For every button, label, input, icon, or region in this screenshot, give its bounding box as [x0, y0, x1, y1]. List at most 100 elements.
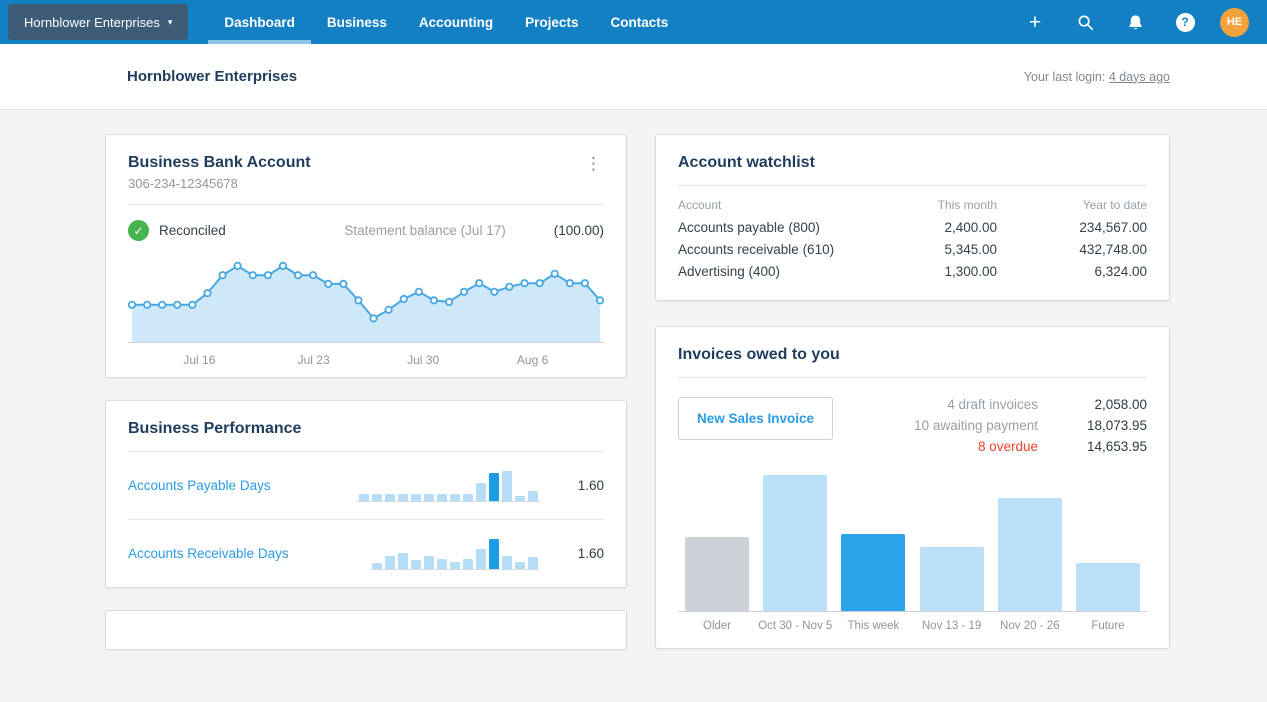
mini-bar: [398, 493, 408, 501]
watchlist-row-this-month: 2,400.00: [944, 220, 997, 235]
help-icon: ?: [1175, 12, 1195, 32]
watchlist-row-year-to-date: 432,748.00: [1079, 242, 1147, 257]
bar-column: [1069, 472, 1147, 611]
mini-bar: [372, 493, 382, 501]
bar-chart-labels: Older Oct 30 - Nov 5 This week Nov 13 - 19 N…: [678, 620, 1147, 632]
bank-account-title: Business Bank Account: [128, 154, 311, 171]
divider: [678, 185, 1147, 186]
column-header-this-month: This month: [937, 198, 997, 212]
reconciled-row: ✓ Reconciled Statement balance (Jul 17) …: [106, 205, 626, 251]
business-performance-header: Business Performance: [106, 401, 626, 451]
page-header: Hornblower Enterprises Your last login: …: [0, 44, 1267, 110]
accounts-payable-days-link[interactable]: Accounts Payable Days: [128, 478, 271, 493]
last-login-link[interactable]: 4 days ago: [1108, 69, 1170, 84]
help-button[interactable]: ?: [1160, 0, 1210, 44]
nav-item-dashboard[interactable]: Dashboard: [208, 0, 311, 44]
mini-bar: [359, 493, 369, 501]
last-login: Your last login: 4 days ago: [1024, 70, 1170, 84]
add-button[interactable]: +: [1010, 0, 1060, 44]
bar-chart-bars: [678, 472, 1147, 612]
divider: [128, 451, 604, 452]
mini-bar: [437, 558, 447, 569]
last-login-label: Your last login:: [1023, 69, 1106, 84]
bar: [919, 547, 984, 611]
statement-balance-value: (100.00): [553, 223, 604, 238]
mini-bar: [515, 562, 525, 569]
x-axis-label: Nov 20 - 26: [1000, 620, 1060, 632]
nav-item-projects[interactable]: Projects: [525, 14, 579, 30]
bar-column: [678, 472, 756, 611]
accounts-receivable-days-value: 1.60: [577, 546, 604, 561]
invoices-owed-header: Invoices owed to you: [656, 327, 1169, 377]
mini-bar: [398, 552, 408, 569]
x-axis-label: Jul 30: [407, 353, 440, 367]
account-watchlist-card: Account watchlist Account This month Yea…: [655, 134, 1170, 301]
avatar[interactable]: HE: [1220, 7, 1249, 37]
invoices-owed-card: Invoices owed to you New Sales Invoice 4…: [655, 326, 1170, 649]
mini-bar: [411, 559, 421, 569]
kebab-menu-icon[interactable]: ⋮: [577, 151, 610, 176]
mini-bar: [489, 539, 499, 569]
mini-bar: [372, 562, 382, 569]
x-axis-label: Nov 13 - 19: [921, 620, 982, 632]
top-navigation: Hornblower Enterprises ▾ Dashboard Busin…: [0, 0, 1267, 44]
bar-column: [913, 472, 991, 611]
mini-bar: [515, 495, 525, 501]
divider: [128, 519, 604, 520]
nav-item-accounting[interactable]: Accounting: [418, 14, 494, 30]
mini-bar: [502, 471, 512, 501]
watchlist-table: Account This month Year to date Accounts…: [656, 186, 1169, 300]
bank-balance-chart-labels: Jul 16 Jul 23 Jul 30 Aug 6: [128, 343, 604, 377]
bell-icon: [1128, 14, 1142, 29]
mini-bar: [385, 493, 395, 501]
business-performance-title: Business Performance: [128, 420, 302, 437]
watchlist-row-year-to-date: 234,567.00: [1079, 220, 1147, 235]
plus-icon: +: [1028, 10, 1042, 34]
mini-bar: [463, 559, 473, 569]
primary-nav: Dashboard Business Accounting Projects C…: [208, 0, 684, 44]
column-header-account: Account: [678, 198, 722, 212]
bank-balance-chart: [128, 257, 604, 343]
invoices-owed-title: Invoices owed to you: [678, 346, 840, 363]
mini-bar: [385, 555, 395, 569]
performance-row-payable: Accounts Payable Days 1.60: [106, 452, 626, 519]
mini-bar: [489, 472, 499, 501]
org-selector[interactable]: Hornblower Enterprises ▾: [8, 4, 189, 40]
bar-column: [756, 472, 834, 611]
invoices-bar-chart: Older Oct 30 - Nov 5 This week Nov 13 - 19 N…: [656, 460, 1169, 648]
statement-balance-label: Statement balance (Jul 17): [344, 223, 506, 238]
x-axis-label: Jul 16: [183, 353, 216, 367]
watchlist-row-account: Accounts payable (800): [678, 220, 820, 235]
search-icon: [1078, 15, 1093, 30]
bank-account-number: 306-234-12345678: [128, 176, 238, 191]
nav-item-contacts[interactable]: Contacts: [610, 14, 669, 30]
nav-item-business[interactable]: Business: [326, 14, 387, 30]
watchlist-row-year-to-date: 6,324.00: [1094, 264, 1147, 279]
check-circle-icon: ✓: [128, 220, 149, 241]
org-selector-label: Hornblower Enterprises: [24, 14, 160, 30]
awaiting-payment-label: 10 awaiting payment: [914, 418, 1038, 433]
new-sales-invoice-button[interactable]: New Sales Invoice: [678, 397, 834, 440]
overdue-value: 14,653.95: [1086, 439, 1147, 454]
mini-bar: [450, 561, 460, 569]
notifications-button[interactable]: [1110, 0, 1160, 44]
mini-bar: [424, 493, 434, 501]
accounts-payable-days-chart: [357, 469, 540, 502]
watchlist-row-this-month: 1,300.00: [944, 264, 997, 279]
divider: [678, 377, 1147, 378]
bar-column: [834, 472, 912, 611]
search-button[interactable]: [1060, 0, 1110, 44]
right-column: Account watchlist Account This month Yea…: [655, 134, 1170, 649]
awaiting-payment-value: 18,073.95: [1086, 418, 1147, 433]
divider: [128, 204, 604, 205]
left-column: Business Bank Account 306-234-12345678 ⋮…: [105, 134, 627, 650]
mini-bar: [476, 548, 486, 569]
performance-row-receivable: Accounts Receivable Days 1.60: [106, 520, 626, 587]
partial-card: [105, 610, 627, 650]
watchlist-row-this-month: 5,345.00: [944, 242, 997, 257]
bar-column: [991, 472, 1069, 611]
x-axis-label: Older: [703, 620, 732, 632]
accounts-receivable-days-link[interactable]: Accounts Receivable Days: [128, 546, 289, 561]
chevron-down-icon: ▾: [167, 16, 173, 27]
mini-bar: [476, 483, 486, 501]
